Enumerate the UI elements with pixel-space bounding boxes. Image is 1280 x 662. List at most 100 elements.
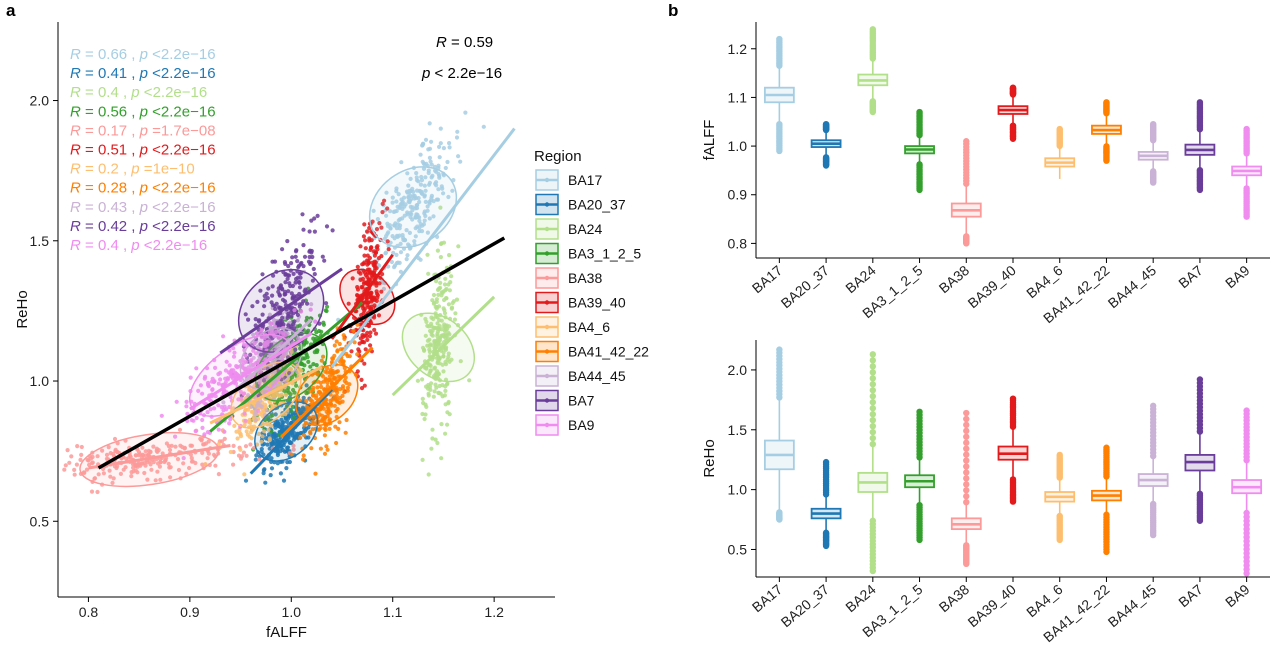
data-point [362,361,367,366]
x-tick-label: BA9 [1222,581,1253,610]
data-point [107,468,112,473]
data-point [418,222,423,227]
data-point [374,227,380,232]
y-tick-label: 0.8 [728,235,748,251]
data-point [184,471,189,476]
data-point [402,213,407,218]
outlier-point [963,451,970,458]
data-point [273,412,278,417]
legend-key-dot [544,275,550,281]
legend-label-BA44_45: BA44_45 [568,368,626,384]
data-point [424,366,429,371]
data-point [323,427,328,432]
data-point [154,446,159,451]
data-point [435,440,440,446]
data-point [63,463,68,468]
data-point [383,250,389,255]
data-point [241,450,246,455]
data-point [396,218,401,223]
data-point [159,413,164,418]
data-point [426,393,431,398]
data-point [143,463,148,468]
data-point [438,280,443,285]
data-point [415,378,420,383]
data-point [414,171,419,176]
box-BA4_6 [1044,451,1076,544]
outlier-point [963,475,970,482]
correlation-label-BA24: R = 0.4 , p <2.2e−16 [70,84,207,101]
data-point [365,337,370,342]
data-point [385,239,390,244]
data-point [304,315,310,320]
data-point [396,192,401,197]
y-tick-label: 0.5 [30,513,50,529]
outlier-point [916,108,923,116]
data-point [426,271,431,276]
data-point [430,173,435,178]
p-symbol: p [130,161,139,178]
y-tick-label: 0.5 [728,541,748,557]
legend-label-BA9: BA9 [568,417,595,433]
data-point [418,257,423,262]
data-point [435,360,440,365]
box-BA7 [1184,376,1216,524]
data-point [450,188,455,193]
data-point [376,313,382,318]
outlier-point [869,357,877,364]
data-point [200,417,205,423]
data-point [134,453,139,458]
data-point [364,280,370,285]
p-value: =1.7e−08 [148,122,216,139]
data-point [294,248,299,253]
data-point [426,147,431,152]
box-BA20_37 [810,458,842,550]
data-point [363,347,368,352]
legend-key-dot [544,373,550,379]
data-point [333,424,338,429]
data-point [433,382,438,387]
data-point [405,210,410,215]
data-point [222,429,227,434]
y-tick-label: 1.1 [728,89,748,105]
data-point [234,429,239,434]
data-point [416,179,421,184]
data-point [133,462,138,467]
data-point [248,442,253,447]
data-point [312,229,317,234]
data-point [446,302,451,307]
data-point [291,443,296,448]
data-point [184,404,189,409]
data-point [422,162,427,167]
data-point [417,188,422,194]
data-point [431,325,437,330]
outlier-point [963,481,970,488]
legend-key-dot [544,349,550,354]
data-point [342,336,347,341]
data-point [448,280,453,285]
data-point [151,460,156,465]
legend-label-BA7: BA7 [568,393,595,409]
data-point [202,442,207,447]
data-point [155,449,160,454]
data-point [145,477,150,482]
data-point [444,332,449,337]
p-symbol: p [139,180,148,197]
data-point [431,214,436,219]
data-point [434,297,439,302]
data-point [443,165,448,171]
data-point [384,213,389,218]
data-point [173,444,178,449]
data-point [417,215,422,220]
data-point [337,420,342,425]
data-point [422,183,427,188]
data-point [454,297,460,302]
legend-key-dot [544,398,550,403]
data-point [447,412,452,417]
data-point [79,452,84,457]
data-point [289,408,294,413]
data-point [309,250,314,255]
data-point [314,349,320,355]
outlier-point [1243,125,1250,133]
data-point [384,234,389,239]
